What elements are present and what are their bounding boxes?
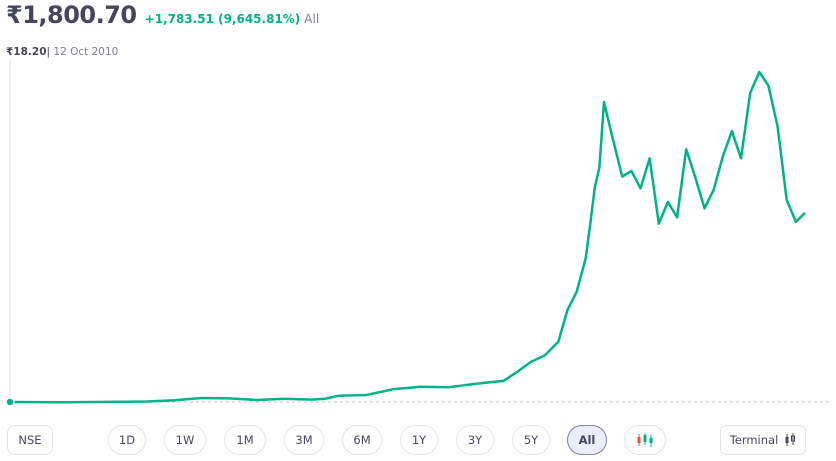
price-chart[interactable] (0, 60, 836, 412)
price-series-line (9, 70, 806, 404)
start-price: ₹18.20 (6, 46, 47, 58)
range-1d-button[interactable]: 1D (108, 425, 146, 455)
range-1w-button[interactable]: 1W (164, 425, 206, 455)
candlestick-toggle-button[interactable] (624, 425, 666, 455)
range-1m-button[interactable]: 1M (224, 425, 266, 455)
range-5y-button[interactable]: 5Y (512, 425, 550, 455)
range-1y-button[interactable]: 1Y (400, 425, 438, 455)
price-header: ₹1,800.70 +1,783.51 (9,645.81%) All (6, 0, 319, 34)
range-3m-button[interactable]: 3M (284, 425, 324, 455)
start-date: 12 Oct 2010 (53, 46, 119, 58)
terminal-button[interactable]: Terminal (720, 425, 806, 455)
start-point-label: ₹18.20| 12 Oct 2010 (6, 46, 118, 58)
terminal-candle-icon (785, 433, 796, 446)
range-all-button[interactable]: All (567, 425, 607, 455)
range-6m-button[interactable]: 6M (342, 425, 382, 455)
change-period: All (304, 12, 320, 26)
label-separator: | (46, 46, 51, 58)
price-change: +1,783.51 (9,645.81%) (144, 12, 301, 26)
range-3y-button[interactable]: 3Y (456, 425, 494, 455)
exchange-selector-button[interactable]: NSE (7, 425, 53, 455)
terminal-label: Terminal (729, 433, 779, 447)
chart-controls: NSE 1D 1W 1M 3M 6M 1Y 3Y 5Y All Terminal (0, 425, 836, 457)
start-point-dot[interactable] (5, 397, 15, 407)
current-price: ₹1,800.70 (6, 1, 137, 29)
candlestick-icon (637, 433, 653, 447)
